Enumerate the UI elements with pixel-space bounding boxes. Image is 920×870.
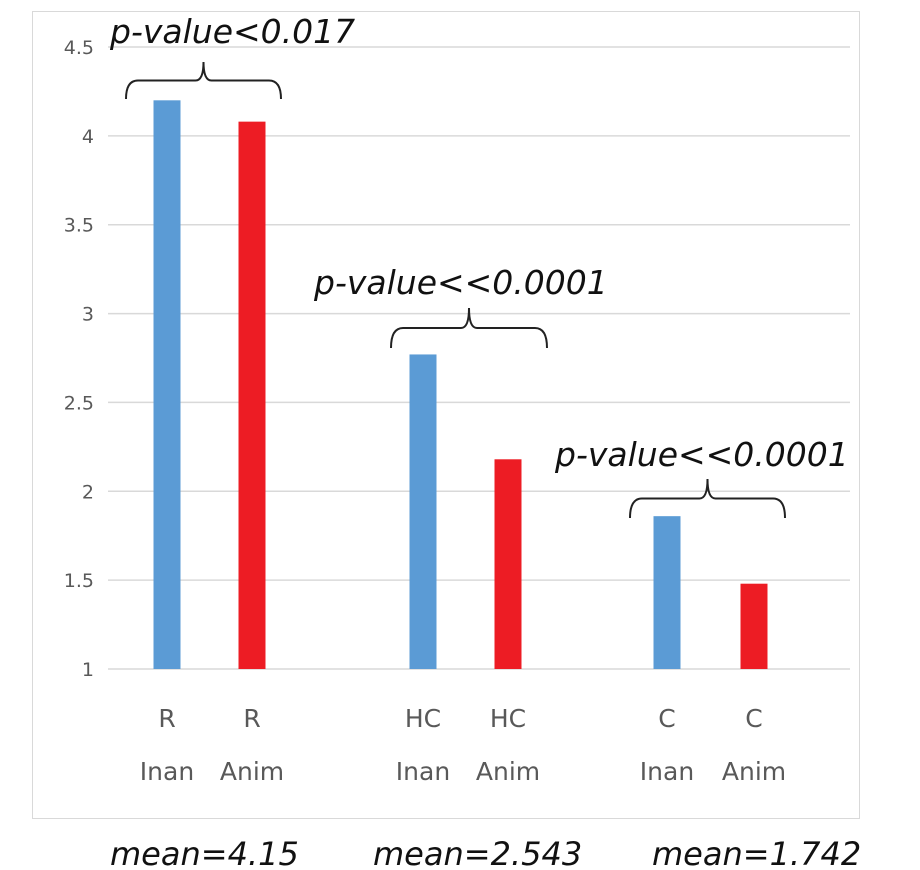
bar-5 xyxy=(740,583,768,669)
bar-2 xyxy=(409,354,437,669)
bar-1 xyxy=(238,121,266,669)
pvalue-annotation: p-value<<0.0001 xyxy=(554,435,849,474)
y-tick-label: 4 xyxy=(82,126,94,148)
category-label-line2: Inan xyxy=(396,757,450,786)
category-label-line1: R xyxy=(158,704,175,733)
y-tick-label: 3 xyxy=(82,304,94,326)
y-tick-label: 4.5 xyxy=(64,37,94,59)
category-label-line1: HC xyxy=(405,704,441,733)
category-label-line1: R xyxy=(243,704,260,733)
brace-2 xyxy=(629,478,786,519)
category-label-line1: HC xyxy=(490,704,526,733)
category-label-line2: Anim xyxy=(220,757,284,786)
group-mean-label: mean=4.15 xyxy=(110,835,299,870)
group-mean-label: mean=2.543 xyxy=(373,835,582,870)
y-tick-label: 1 xyxy=(82,659,94,681)
category-label-line2: Inan xyxy=(640,757,694,786)
category-label-line2: Anim xyxy=(722,757,786,786)
y-tick-label: 3.5 xyxy=(64,215,94,237)
pvalue-annotation: p-value<<0.0001 xyxy=(313,263,608,302)
bar-0 xyxy=(153,100,181,670)
category-label-line2: Anim xyxy=(476,757,540,786)
pvalue-annotation: p-value<0.017 xyxy=(109,12,355,51)
category-label-line1: C xyxy=(658,704,675,733)
group-mean-label: mean=1.742 xyxy=(652,835,861,870)
category-label-line2: Inan xyxy=(140,757,194,786)
brace-1 xyxy=(390,307,548,349)
y-tick-label: 1.5 xyxy=(64,570,94,592)
bar-3 xyxy=(494,459,522,669)
y-tick-label: 2.5 xyxy=(64,392,94,414)
brace-0 xyxy=(125,61,282,100)
bar-4 xyxy=(653,516,681,669)
y-tick-label: 2 xyxy=(82,481,94,503)
category-label-line1: C xyxy=(745,704,762,733)
